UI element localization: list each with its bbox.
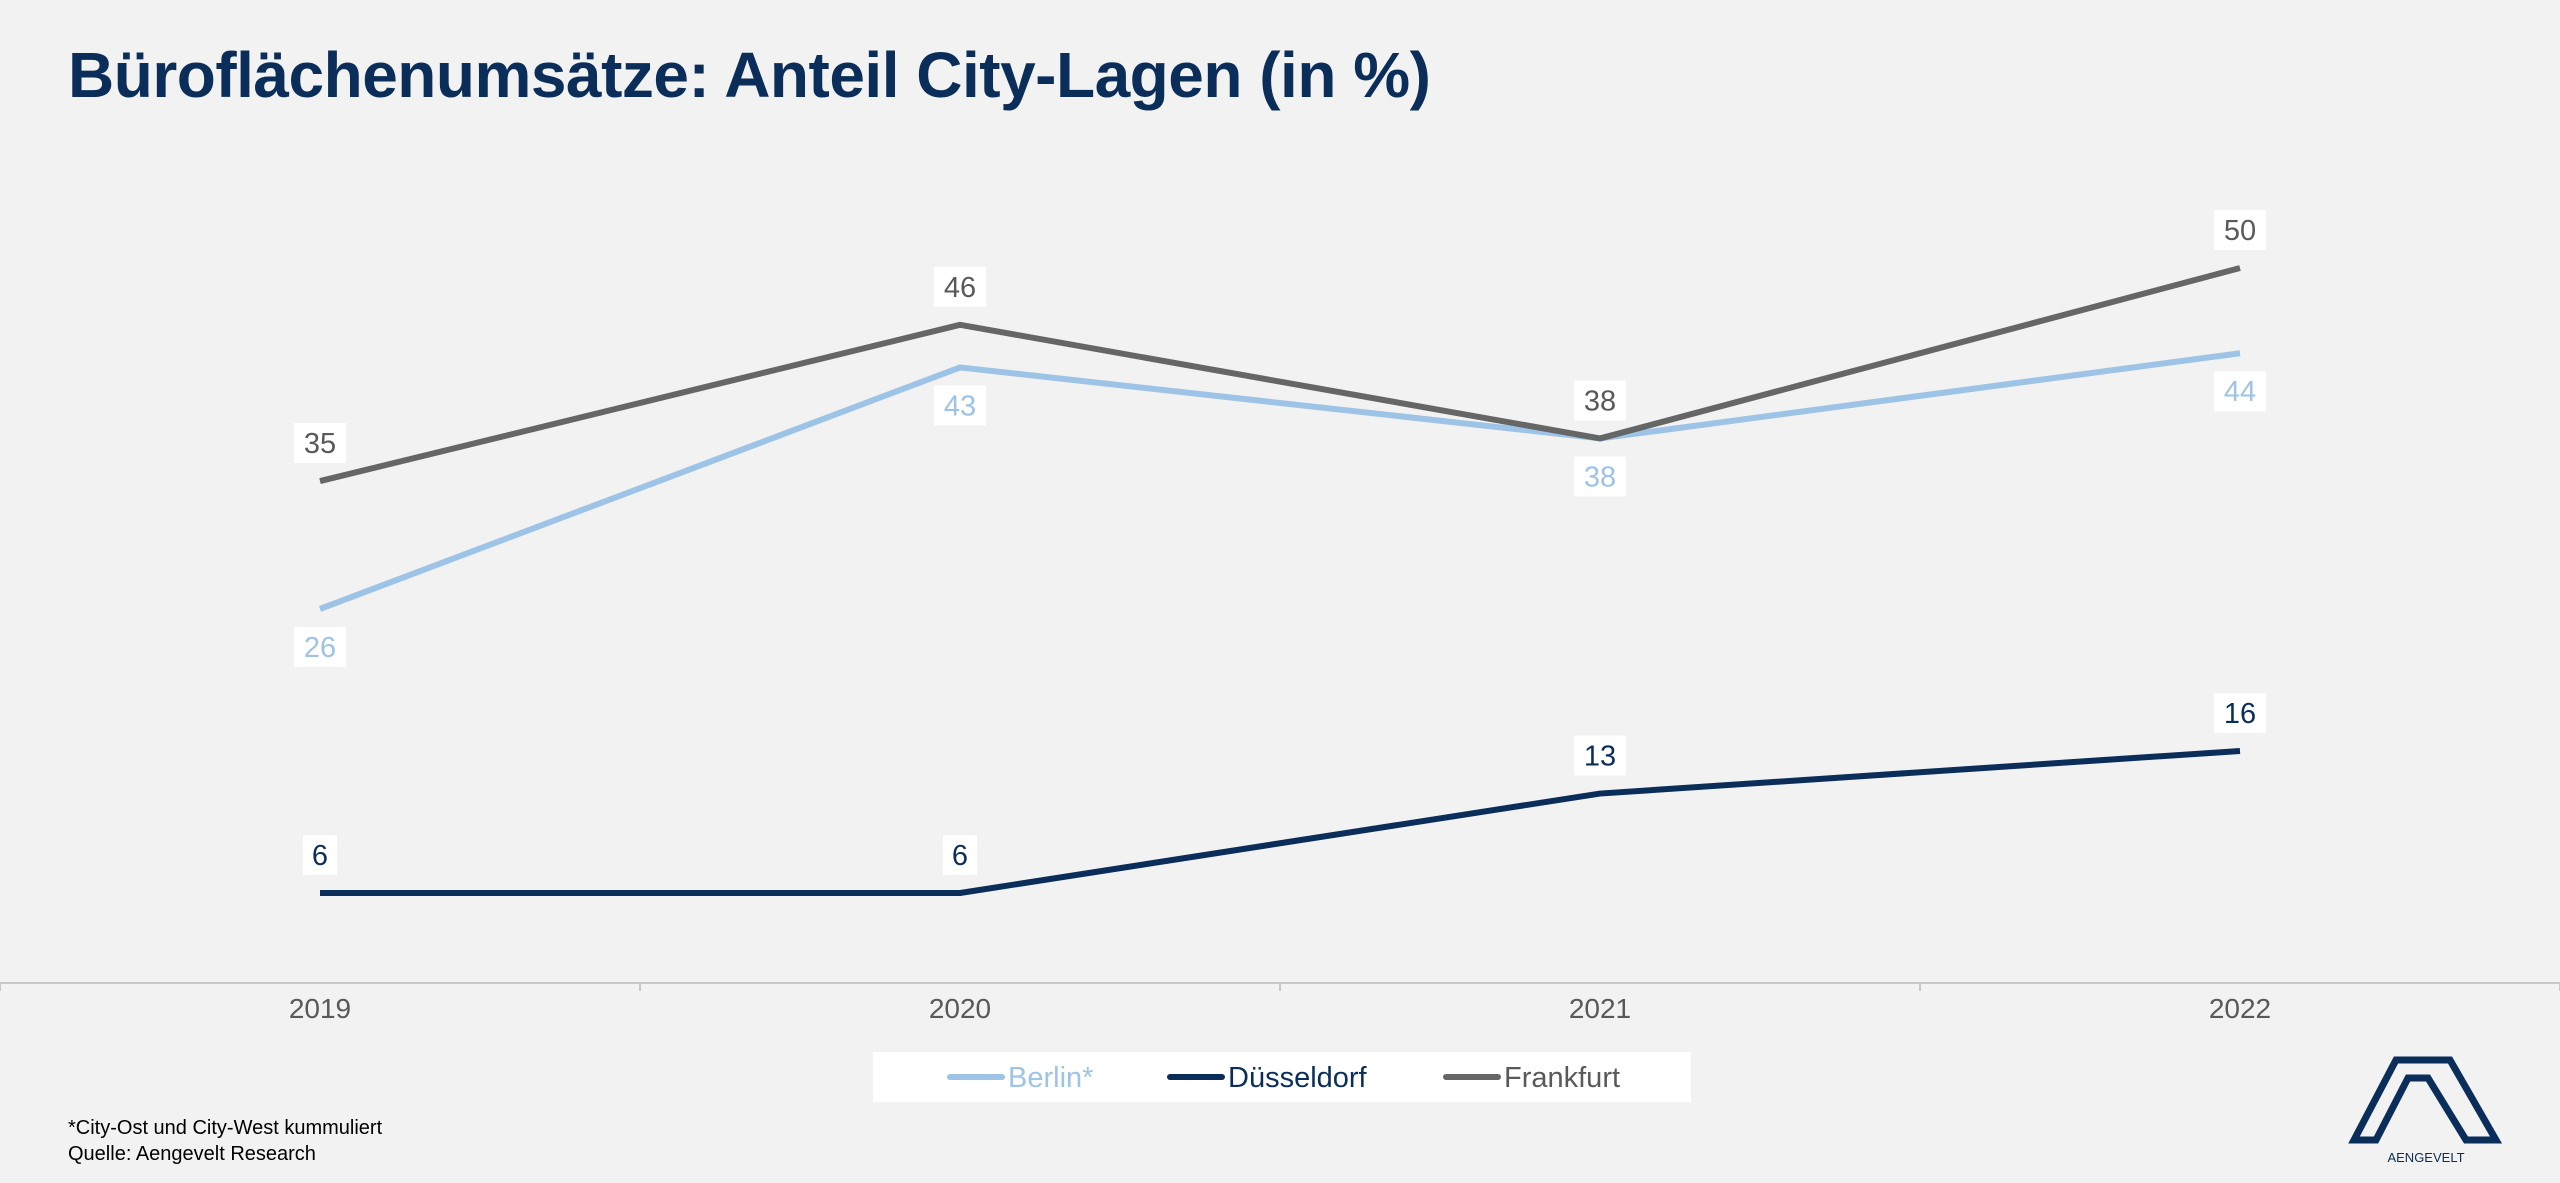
- data-label: 50: [2224, 215, 2256, 247]
- data-label-bg: [303, 835, 337, 875]
- x-tick-label: 2022: [2209, 993, 2271, 1024]
- legend-box: [873, 1052, 1691, 1102]
- footnote-source: Quelle: Aengevelt Research: [68, 1143, 316, 1165]
- legend-label: Frankfurt: [1504, 1062, 1620, 1094]
- data-label-bg: [934, 266, 986, 307]
- data-label: 43: [944, 390, 976, 422]
- data-label: 38: [1584, 461, 1616, 493]
- legend-label: Düsseldorf: [1228, 1062, 1368, 1094]
- page-title: Büroflächenumsätze: Anteil City-Lagen (i…: [68, 39, 1431, 111]
- data-label-bg: [294, 626, 346, 667]
- data-label-bg: [2214, 210, 2266, 250]
- series-line-0: [318, 350, 2241, 612]
- footnote-note: *City-Ost und City-West kummuliert: [68, 1117, 383, 1139]
- data-label: 13: [1584, 741, 1616, 773]
- data-label-bg: [1574, 456, 1626, 497]
- data-label-bg: [1574, 735, 1626, 776]
- series-line-1: [320, 747, 2241, 896]
- series-line-2: [319, 265, 2241, 484]
- data-label: 6: [312, 840, 328, 872]
- logo-text: AENGEVELT: [2387, 1150, 2464, 1165]
- data-label: 38: [1584, 385, 1616, 417]
- data-label-bg: [934, 385, 986, 426]
- data-label: 6: [952, 840, 968, 872]
- data-label-bg: [1574, 380, 1626, 421]
- data-label-bg: [943, 835, 977, 875]
- data-label-bg: [2214, 692, 2266, 733]
- data-label: 46: [944, 272, 976, 304]
- data-label: 44: [2224, 376, 2256, 408]
- data-label: 26: [304, 632, 336, 664]
- data-label-bg: [2214, 371, 2266, 412]
- data-label: 16: [2224, 698, 2256, 730]
- data-label-bg: [294, 423, 346, 464]
- data-label: 35: [304, 428, 336, 460]
- x-tick-label: 2019: [289, 993, 351, 1024]
- aengevelt-logo: AENGEVELT: [2348, 1056, 2503, 1165]
- x-tick-label: 2020: [929, 993, 991, 1024]
- x-tick-label: 2021: [1569, 993, 1631, 1024]
- legend-label: Berlin*: [1008, 1062, 1093, 1094]
